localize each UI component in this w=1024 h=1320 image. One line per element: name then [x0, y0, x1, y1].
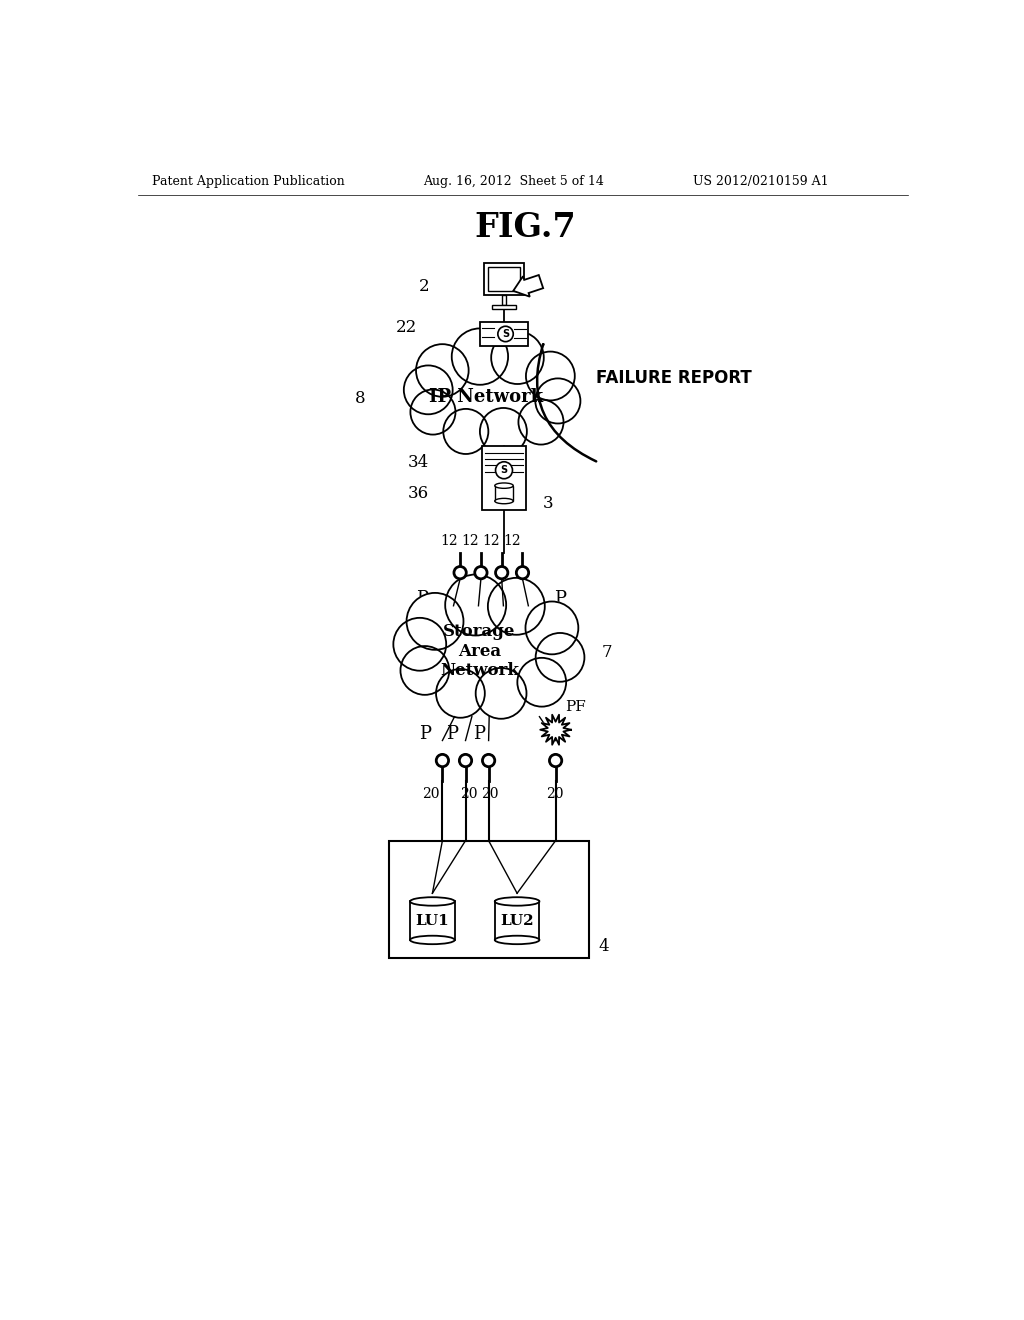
Text: 22: 22 [395, 319, 417, 337]
Circle shape [403, 366, 453, 414]
Circle shape [550, 755, 562, 767]
Text: S: S [501, 465, 508, 475]
Bar [487, 267, 520, 292]
Circle shape [517, 657, 566, 706]
Text: P: P [554, 590, 566, 607]
Bar [495, 902, 540, 940]
Circle shape [400, 645, 450, 694]
Circle shape [496, 462, 512, 479]
Circle shape [440, 607, 542, 708]
Text: S: S [502, 329, 509, 339]
Ellipse shape [495, 499, 513, 504]
FancyArrow shape [513, 275, 543, 297]
Text: 20: 20 [481, 787, 499, 801]
Circle shape [445, 574, 506, 635]
Ellipse shape [410, 898, 455, 906]
Text: LU1: LU1 [416, 913, 450, 928]
Text: 2: 2 [419, 277, 429, 294]
Ellipse shape [495, 483, 513, 488]
Circle shape [407, 593, 464, 649]
Text: 34: 34 [409, 454, 429, 471]
Circle shape [525, 602, 579, 655]
Text: 4: 4 [598, 937, 608, 954]
Circle shape [536, 379, 581, 424]
Text: Storage
Area
Network: Storage Area Network [440, 623, 519, 680]
Bar [502, 296, 506, 305]
Circle shape [436, 755, 449, 767]
Circle shape [393, 618, 446, 671]
Circle shape [518, 400, 563, 445]
Ellipse shape [495, 936, 540, 944]
Text: 20: 20 [422, 787, 439, 801]
Bar [495, 486, 513, 502]
Text: Patent Application Publication: Patent Application Publication [153, 176, 345, 189]
Text: 7: 7 [602, 644, 612, 661]
Bar [480, 322, 528, 346]
Bar [482, 446, 525, 510]
Text: P: P [416, 590, 428, 607]
Text: FAILURE REPORT: FAILURE REPORT [596, 368, 753, 387]
Circle shape [526, 351, 574, 400]
Text: 12: 12 [462, 535, 479, 548]
Circle shape [480, 408, 527, 455]
Circle shape [460, 755, 472, 767]
Circle shape [411, 389, 456, 434]
Text: IP Network: IP Network [429, 388, 544, 407]
Text: 12: 12 [503, 535, 520, 548]
Circle shape [416, 345, 469, 397]
Circle shape [447, 354, 541, 447]
Circle shape [498, 326, 513, 342]
FancyArrowPatch shape [538, 345, 596, 462]
Text: 20: 20 [460, 787, 477, 801]
Ellipse shape [410, 936, 455, 944]
Text: 12: 12 [440, 535, 458, 548]
Text: PF: PF [565, 700, 586, 714]
Circle shape [487, 578, 545, 635]
Text: P: P [419, 726, 431, 743]
Circle shape [475, 566, 487, 578]
Bar [484, 263, 524, 296]
Bar [388, 841, 589, 958]
Text: 12: 12 [482, 535, 500, 548]
Text: 8: 8 [354, 391, 366, 407]
Polygon shape [541, 714, 571, 744]
Circle shape [443, 409, 488, 454]
Text: Aug. 16, 2012  Sheet 5 of 14: Aug. 16, 2012 Sheet 5 of 14 [423, 176, 604, 189]
Ellipse shape [495, 898, 540, 906]
Bar [410, 902, 455, 940]
Text: US 2012/0210159 A1: US 2012/0210159 A1 [692, 176, 828, 189]
Circle shape [436, 669, 484, 718]
Text: 36: 36 [409, 484, 429, 502]
Text: LU2: LU2 [501, 913, 534, 928]
Circle shape [476, 668, 526, 719]
Circle shape [482, 755, 495, 767]
Circle shape [536, 634, 585, 681]
Bar [492, 305, 516, 309]
Text: FIG.7: FIG.7 [474, 211, 575, 244]
Text: P: P [473, 726, 484, 743]
Text: P: P [446, 726, 459, 743]
Circle shape [492, 331, 544, 384]
Text: 20: 20 [547, 787, 564, 801]
Circle shape [516, 566, 528, 578]
Circle shape [454, 566, 466, 578]
Circle shape [452, 329, 508, 385]
Circle shape [496, 566, 508, 578]
Text: 3: 3 [543, 495, 553, 512]
